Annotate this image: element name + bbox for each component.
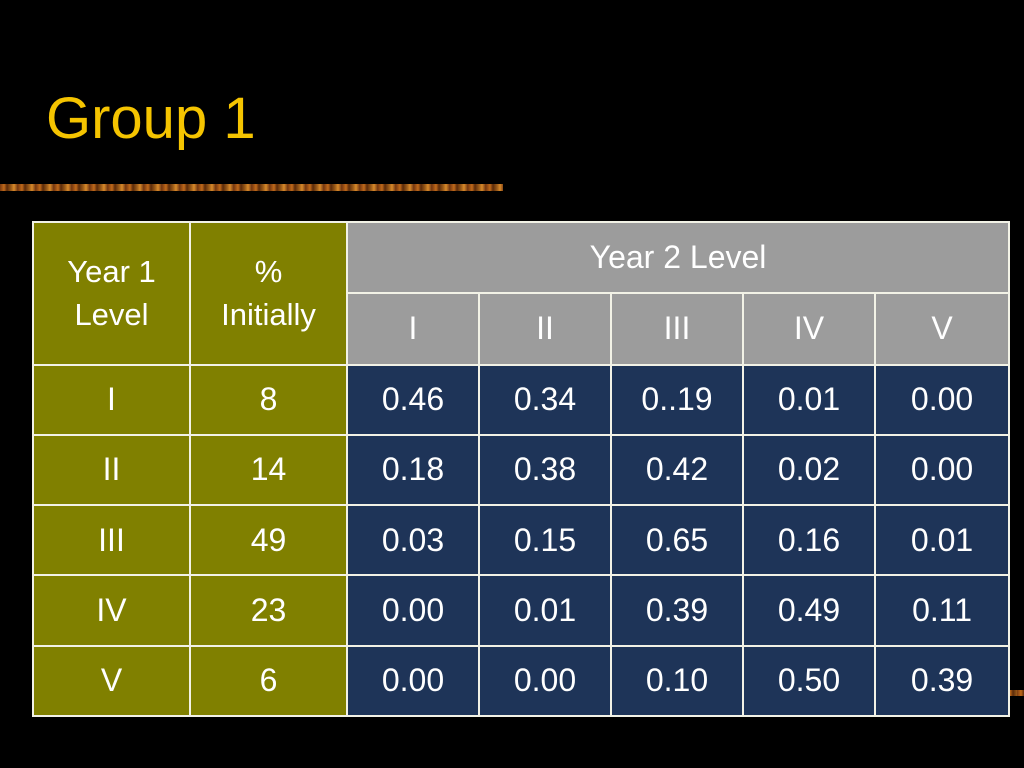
header-percent-initially: % Initially: [189, 221, 348, 366]
cell-transition-value: 0..19: [610, 363, 744, 436]
header-year2-level: Year 2 Level: [345, 220, 1011, 295]
cell-transition-value: 0.01: [873, 504, 1011, 577]
subheader-level-ii: II: [478, 292, 612, 366]
table-row: V 6 0.00 0.00 0.10 0.50 0.39: [32, 644, 1011, 718]
cell-percent-initially: 8: [189, 363, 348, 436]
cell-transition-value: 0.03: [346, 504, 480, 577]
header-year1-level-label: Year 1 Level: [67, 253, 156, 333]
subheader-level-i: I: [346, 292, 480, 366]
cell-percent-initially: 6: [189, 644, 348, 718]
table-row: I 8 0.46 0.34 0..19 0.01 0.00: [32, 363, 1011, 436]
header-year1-level: Year 1 Level: [32, 221, 191, 366]
subheader-level-iii: III: [610, 292, 744, 366]
table-row: II 14 0.18 0.38 0.42 0.02 0.00: [32, 433, 1011, 507]
cell-transition-value: 0.00: [478, 644, 612, 718]
table-row: IV 23 0.00 0.01 0.39 0.49 0.11: [32, 574, 1011, 647]
header-percent-initially-label: % Initially: [221, 253, 316, 333]
cell-year1-level: IV: [32, 574, 191, 647]
table-header-row: Year 1 Level % Initially Year 2 Level: [32, 220, 1011, 366]
table-row: III 49 0.03 0.15 0.65 0.16 0.01: [32, 504, 1011, 577]
cell-percent-initially: 14: [189, 433, 348, 507]
cell-transition-value: 0.18: [346, 433, 480, 507]
cell-year1-level: V: [32, 644, 191, 718]
transition-table: Year 1 Level % Initially Year 2 Level I I…: [32, 220, 1011, 718]
cell-year1-level: III: [32, 504, 191, 577]
cell-transition-value: 0.34: [478, 363, 612, 436]
subheader-level-v: V: [873, 292, 1011, 366]
cell-transition-value: 0.38: [478, 433, 612, 507]
cell-transition-value: 0.39: [610, 574, 744, 647]
cell-percent-initially: 49: [189, 504, 348, 577]
cell-transition-value: 0.39: [873, 644, 1011, 718]
cell-transition-value: 0.00: [346, 644, 480, 718]
cell-transition-value: 0.01: [478, 574, 612, 647]
cell-transition-value: 0.16: [742, 504, 876, 577]
cell-percent-initially: 23: [189, 574, 348, 647]
cell-transition-value: 0.15: [478, 504, 612, 577]
cell-transition-value: 0.00: [873, 363, 1011, 436]
decorative-divider-right: [1006, 690, 1024, 696]
cell-transition-value: 0.11: [873, 574, 1011, 647]
cell-transition-value: 0.00: [873, 433, 1011, 507]
cell-transition-value: 0.10: [610, 644, 744, 718]
cell-transition-value: 0.46: [346, 363, 480, 436]
slide-title: Group 1: [46, 86, 256, 151]
decorative-divider: [0, 184, 503, 191]
cell-transition-value: 0.02: [742, 433, 876, 507]
cell-year1-level: I: [32, 363, 191, 436]
cell-transition-value: 0.49: [742, 574, 876, 647]
cell-transition-value: 0.42: [610, 433, 744, 507]
cell-transition-value: 0.01: [742, 363, 876, 436]
cell-transition-value: 0.65: [610, 504, 744, 577]
cell-transition-value: 0.00: [346, 574, 480, 647]
cell-transition-value: 0.50: [742, 644, 876, 718]
cell-year1-level: II: [32, 433, 191, 507]
subheader-level-iv: IV: [742, 292, 876, 366]
table-subheader-row: I II III IV V: [33, 292, 1011, 366]
